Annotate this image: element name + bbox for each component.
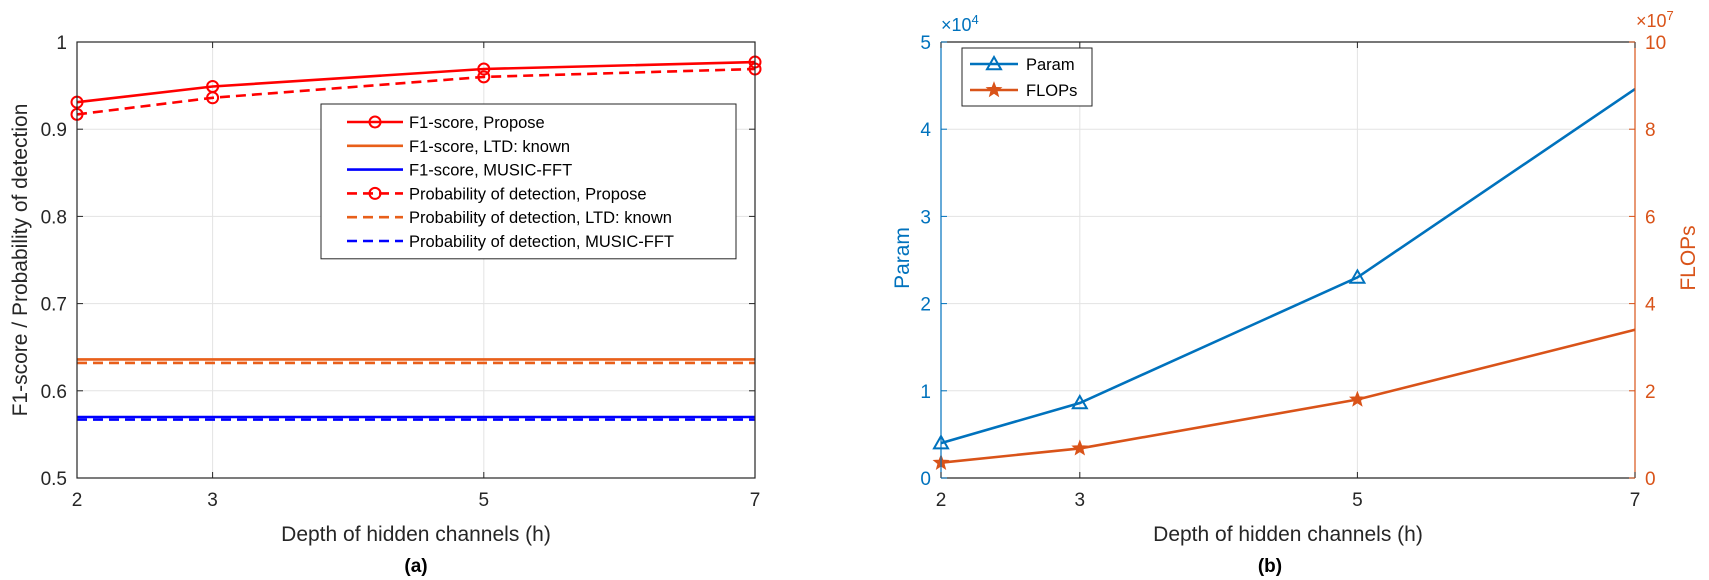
legend-label: F1-score, LTD: known	[409, 138, 570, 156]
axes-a	[76, 41, 756, 479]
legend-label: Probability of detection, LTD: known	[409, 209, 672, 227]
data-point-marker	[477, 70, 491, 84]
y-tick-label: 1	[56, 33, 67, 54]
panel-label-b: (b)	[1258, 556, 1282, 577]
data-point-marker	[1348, 390, 1366, 407]
data-point-marker	[1071, 439, 1089, 456]
axes-b	[940, 41, 1636, 479]
y-left-tick-label: 5	[920, 33, 931, 54]
y-tick-label: 0.7	[41, 295, 67, 316]
x-axis-label-a: Depth of hidden channels (h)	[281, 523, 551, 546]
data-point-marker	[1071, 393, 1089, 410]
series-group-a	[70, 55, 762, 421]
panel-a-chart: 2 3 5 7 0.5 0.6 0.7 0.8 0.9 1 Depth of hidden cha…	[9, 33, 762, 577]
legend-a: F1-score, Propose F1-score, LTD: known F1-…	[320, 103, 737, 260]
axes-box-a	[76, 41, 756, 479]
series-line	[76, 67, 756, 116]
legend-box-b	[961, 47, 1093, 107]
y-right-tick-label: 2	[1645, 382, 1656, 403]
ticks-a: 2 3 5 7 0.5 0.6 0.7 0.8 0.9 1	[41, 33, 761, 511]
y-right-tick-label: 10	[1645, 33, 1666, 54]
y-left-exponent-b: ×104	[941, 12, 979, 35]
x-tick-label: 7	[750, 490, 761, 511]
y-axis-label-left-b: Param	[891, 227, 914, 289]
data-point-marker	[1348, 268, 1367, 284]
legend-entry: F1-score, LTD: known	[347, 138, 570, 156]
y-tick-label: 0.6	[41, 382, 67, 403]
legend-entry: Probability of detection, MUSIC-FFT	[347, 233, 674, 251]
x-tick-label: 5	[1352, 490, 1363, 511]
x-tick-label: 3	[1075, 490, 1086, 511]
legend-marker	[368, 186, 382, 200]
y-right-tick-label: 6	[1645, 207, 1656, 228]
legend-label: F1-score, Propose	[409, 114, 545, 132]
x-axis-label-b: Depth of hidden channels (h)	[1153, 523, 1423, 546]
legend-label: FLOPs	[1026, 82, 1077, 100]
x-tick-label: 2	[936, 490, 947, 511]
y-right-tick-label: 4	[1645, 295, 1656, 316]
legend-marker	[985, 54, 1003, 71]
x-tick-label: 7	[1630, 490, 1641, 511]
x-tick-label: 2	[72, 490, 83, 511]
legend-marker	[368, 115, 382, 129]
y-left-tick-label: 1	[920, 382, 931, 403]
legend-entry: F1-score, Propose	[347, 114, 545, 132]
legend-box-a	[320, 103, 737, 260]
y-tick-label: 0.5	[41, 469, 67, 490]
legend-b: Param FLOPs	[961, 47, 1093, 107]
data-point-marker	[477, 62, 491, 76]
y-left-tick-label: 0	[920, 469, 931, 490]
legend-entry: Param	[970, 54, 1075, 74]
y-tick-label: 0.8	[41, 207, 67, 228]
legend-entry: F1-score, MUSIC-FFT	[347, 162, 572, 180]
y-right-tick-label: 0	[1645, 469, 1656, 490]
legend-marker	[985, 81, 1003, 98]
legend-entry: Probability of detection, Propose	[347, 185, 647, 203]
y-axis-label-right-b: FLOPs	[1677, 225, 1700, 290]
series-line	[940, 88, 1636, 445]
legend-label: Probability of detection, MUSIC-FFT	[409, 233, 674, 251]
y-right-tick-label: 8	[1645, 120, 1656, 141]
y-tick-label: 0.9	[41, 120, 67, 141]
x-tick-label: 5	[479, 490, 490, 511]
legend-entry: Probability of detection, LTD: known	[347, 209, 672, 227]
panel-label-a: (a)	[404, 556, 427, 577]
legend-entry: FLOPs	[970, 81, 1077, 100]
y-left-tick-label: 3	[920, 207, 931, 228]
legend-label: F1-score, MUSIC-FFT	[409, 162, 572, 180]
y-left-tick-label: 2	[920, 295, 931, 316]
series-group-b	[932, 88, 1636, 470]
y-left-tick-label: 4	[920, 120, 931, 141]
series-line	[940, 328, 1636, 464]
y-axis-label-a: F1-score / Probability of detection	[9, 104, 32, 417]
y-right-exponent-b: ×107	[1636, 8, 1674, 31]
legend-label: Param	[1026, 56, 1075, 74]
series-line	[76, 60, 756, 104]
x-tick-label: 3	[207, 490, 218, 511]
plot-area-b	[941, 42, 1635, 478]
data-point-marker	[206, 91, 220, 105]
legend-label: Probability of detection, Propose	[409, 185, 647, 203]
